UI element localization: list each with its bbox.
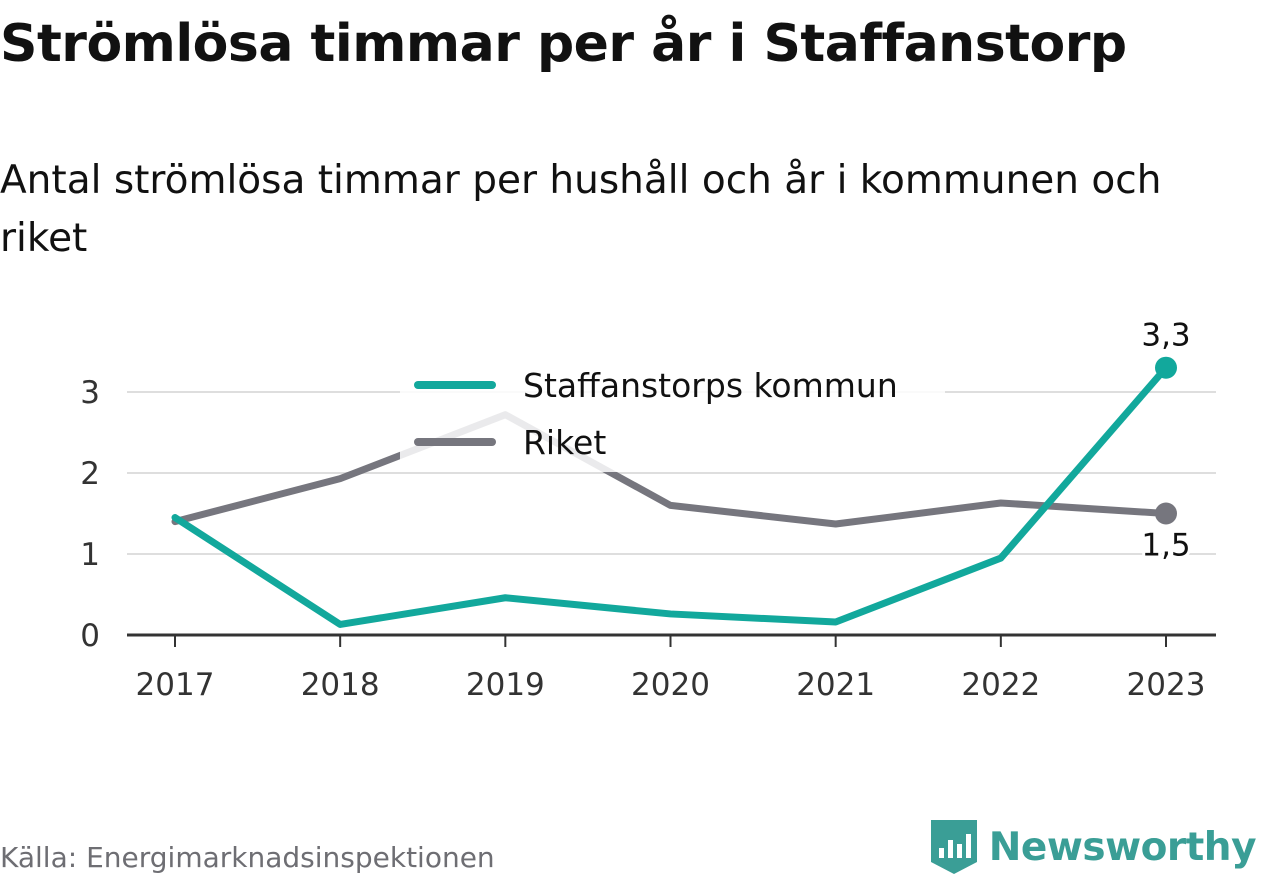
series-lines (171, 356, 1177, 628)
x-tick-label: 2022 (961, 667, 1040, 703)
x-tick-label: 2018 (301, 667, 380, 703)
x-tick-label: 2017 (136, 667, 215, 703)
brand-name: Newsworthy (988, 824, 1257, 870)
legend-label-1: Riket (523, 423, 606, 462)
chart-title: Strömlösa timmar per år i Staffanstorp (0, 14, 1127, 74)
series-end-point-0 (1155, 356, 1177, 379)
brand-logo: Newsworthy (929, 818, 1257, 876)
x-tick-label: 2021 (796, 667, 875, 703)
y-tick-label: 3 (80, 375, 100, 411)
series-end-point-1 (1155, 502, 1177, 525)
end-label-kommun: 3,3 (1141, 318, 1190, 354)
series-line-0 (171, 364, 1170, 628)
y-tick-label: 2 (80, 456, 100, 492)
chart-subtitle: Antal strömlösa timmar per hushåll och å… (0, 158, 1162, 261)
legend-backdrop (400, 352, 945, 472)
x-tick-label: 2020 (631, 667, 710, 703)
y-tick-label: 0 (80, 618, 100, 654)
source-note: Källa: Energimarknadsinspektionen (0, 841, 495, 874)
y-axis-ticks: 0 1 2 3 (80, 375, 100, 654)
newsworthy-logo-icon (930, 820, 977, 874)
end-label-riket: 1,5 (1141, 528, 1190, 564)
series-line-1 (171, 411, 1170, 528)
legend-label-0: Staffanstorps kommun (523, 366, 898, 405)
x-axis: 2017 2018 2019 2020 2021 2022 2023 (127, 633, 1216, 703)
end-labels: 3,3 1,5 (1138, 318, 1193, 567)
x-tick-label: 2019 (466, 667, 545, 703)
x-tick-label: 2023 (1127, 667, 1206, 703)
y-tick-label: 1 (80, 537, 100, 573)
legend: Staffanstorps kommun Riket (400, 352, 945, 472)
